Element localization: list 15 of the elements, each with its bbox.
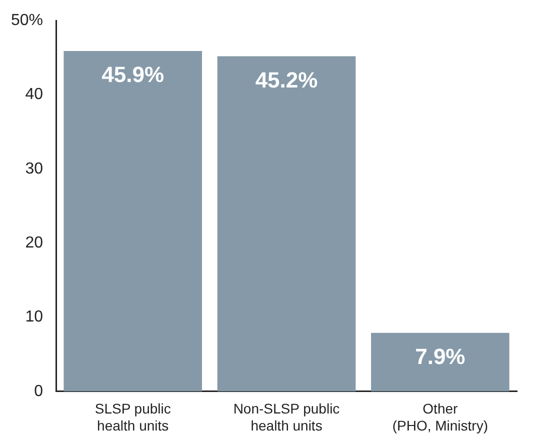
data-label: 45.2% [255, 67, 318, 92]
y-tick-label: 10 [25, 308, 44, 326]
y-tick-label: 0 [34, 382, 44, 400]
bar [371, 332, 510, 392]
y-tick-label: 50% [10, 12, 44, 30]
x-tick-label: Non-SLSP public health units [233, 400, 340, 434]
y-tick-label: 30 [25, 160, 44, 178]
data-label: 45.9% [102, 62, 164, 88]
y-tick-label: 20 [25, 234, 44, 252]
data-label: 7.9% [415, 344, 466, 369]
x-tick-label: Other (PHO, Ministry) [392, 400, 488, 434]
bar [217, 56, 356, 392]
y-tick-label: 40 [25, 86, 44, 104]
bar [64, 51, 202, 392]
x-tick-label: SLSP public health units [94, 400, 171, 434]
